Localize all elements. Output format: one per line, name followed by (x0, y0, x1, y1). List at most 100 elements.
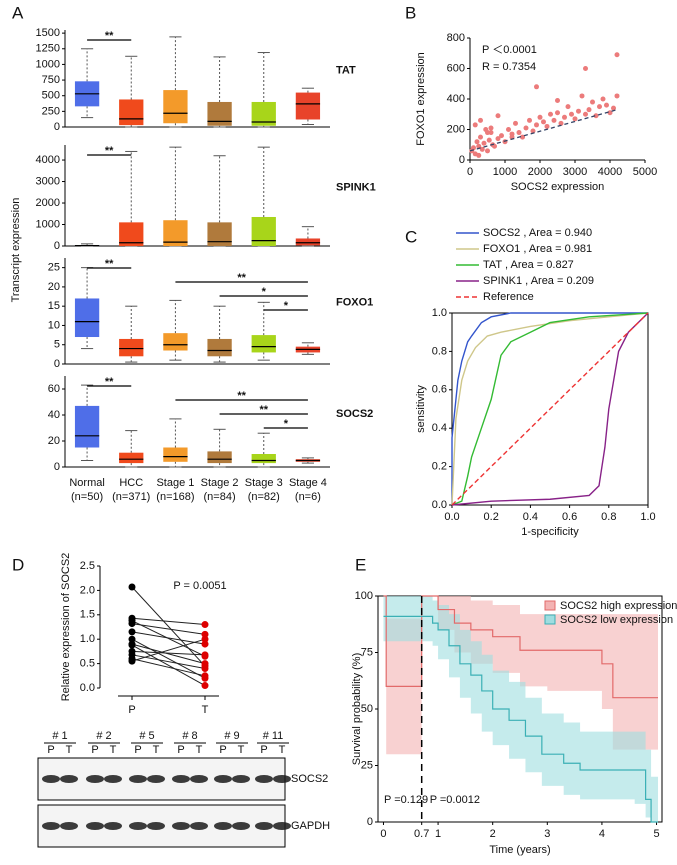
y-tick-label: 0.0 (80, 682, 95, 694)
blot-band (172, 775, 190, 783)
box (295, 92, 321, 120)
gene-label: FOXO1 (336, 296, 373, 308)
x-tick-label: 1.0 (640, 511, 655, 523)
point (128, 628, 136, 636)
point (201, 640, 209, 648)
x-tick-label: 0 (467, 166, 473, 178)
point (476, 152, 482, 158)
point (128, 583, 136, 591)
significance-label: * (284, 418, 289, 430)
box (207, 451, 232, 464)
trend-line (469, 109, 618, 152)
roc-curve (451, 312, 649, 506)
y-tick-label: 200 (447, 123, 465, 135)
blot-band (42, 775, 60, 783)
pair-line (131, 643, 206, 665)
legend-label: SOCS2 high expression (560, 600, 677, 612)
pair-line (131, 638, 206, 662)
x-axis-label: 1-specificity (521, 526, 579, 538)
roc-curve (451, 312, 649, 506)
point (471, 145, 476, 151)
box (251, 335, 276, 353)
roc-curve (451, 312, 649, 506)
y-tick-label: 0.4 (432, 422, 447, 434)
x-tick-label: 0 (380, 828, 386, 840)
legend-label: TAT , Area = 0.827 (483, 259, 574, 271)
x-tick-label: 4 (599, 828, 605, 840)
y-tick-label: 1000 (36, 58, 60, 70)
x-tick-label: 0.0 (444, 511, 459, 523)
significance-label: ** (105, 258, 114, 270)
blot-band (104, 775, 122, 783)
point (548, 111, 553, 117)
pair-line (131, 631, 206, 645)
n-label: (n=6) (295, 491, 321, 503)
point (569, 111, 574, 117)
y-tick-label: 1250 (36, 43, 60, 55)
x-tick-label: 3 (544, 828, 550, 840)
box (163, 90, 188, 124)
blot-band (147, 822, 165, 830)
annotation: P =0.0012 (430, 794, 480, 806)
lane-label: T (153, 744, 160, 756)
x-tick-label: 1 (435, 828, 441, 840)
point (576, 108, 581, 114)
y-tick-label: 1.0 (432, 307, 447, 319)
y-tick-label: 600 (447, 62, 465, 74)
point (565, 104, 571, 110)
sample-label: # 8 (182, 730, 197, 742)
point (583, 66, 588, 71)
point (128, 620, 136, 628)
lane-label: P (134, 744, 141, 756)
y-tick-label: 400 (447, 93, 465, 105)
point (478, 117, 483, 123)
point (479, 146, 485, 152)
roc-curve (451, 312, 648, 505)
point (607, 110, 613, 116)
y-tick-label: 750 (42, 74, 60, 86)
point (534, 84, 539, 90)
pair-line (131, 623, 206, 635)
point (604, 102, 609, 108)
annotation: P ＜0.0001 (482, 44, 537, 56)
lane-label: P (47, 744, 54, 756)
point (558, 120, 564, 126)
lane-label: T (279, 744, 286, 756)
x-tick-label: Stage 1 (156, 477, 194, 489)
box (119, 99, 144, 126)
point (611, 105, 616, 111)
point (513, 120, 518, 126)
annotation: P =0.129 (384, 794, 428, 806)
significance-label: ** (237, 272, 246, 284)
point (201, 630, 209, 638)
box (163, 447, 188, 462)
y-tick-label: 800 (447, 32, 465, 44)
y-tick-label: 15 (48, 300, 60, 312)
box (119, 222, 144, 246)
y-tick-label: 0.8 (432, 345, 447, 357)
pair-line (131, 586, 206, 667)
y-axis-label: FOXO1 expression (415, 52, 427, 146)
point (523, 125, 529, 131)
point (534, 122, 539, 128)
x-tick-label: Stage 4 (289, 477, 327, 489)
y-tick-label: 25 (48, 262, 60, 274)
point (593, 113, 599, 119)
point (614, 93, 620, 99)
significance-label: ** (105, 376, 114, 388)
x-axis-label: SOCS2 expression (511, 181, 605, 193)
pair-line (131, 617, 206, 626)
point (600, 96, 606, 102)
lane-label: P (260, 744, 267, 756)
blot-band (232, 822, 250, 830)
y-tick-label: 60 (48, 383, 60, 395)
significance-label: ** (105, 30, 114, 42)
n-label: (n=168) (156, 491, 194, 503)
y-tick-label: 0 (54, 358, 60, 370)
box (74, 298, 100, 338)
n-label: (n=82) (248, 491, 280, 503)
blot-band (60, 822, 78, 830)
lane-label: P (219, 744, 226, 756)
y-tick-label: 20 (48, 435, 60, 447)
point (583, 111, 588, 117)
